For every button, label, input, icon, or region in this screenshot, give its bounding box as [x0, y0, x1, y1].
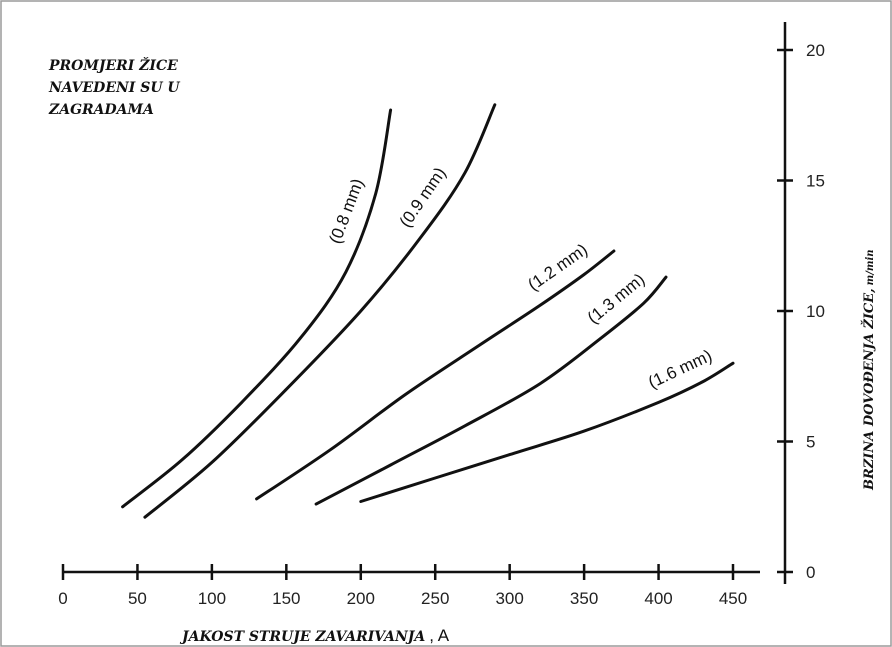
- y-tick-label: 5: [806, 433, 815, 452]
- x-tick-label: 350: [570, 589, 598, 608]
- svg-text:BRZINA DOVOĐENJA ŽICE,m/min: BRZINA DOVOĐENJA ŽICE, m/min: [861, 249, 877, 491]
- y-axis-title-unit: m/min: [865, 249, 876, 285]
- x-tick-label: 200: [347, 589, 375, 608]
- annotation-line-3: ZAGRADAMA: [48, 102, 154, 118]
- y-tick-label: 20: [806, 41, 825, 60]
- x-tick-label: 250: [421, 589, 449, 608]
- x-tick-label: 150: [272, 589, 300, 608]
- x-tick-label: 300: [495, 589, 523, 608]
- x-tick-label: 400: [644, 589, 672, 608]
- y-axis-title-text: BRZINA DOVOĐENJA ŽICE,: [861, 288, 877, 491]
- series-line: [359, 361, 735, 503]
- y-tick-label: 15: [806, 172, 825, 191]
- annotation-line-2: NAVEDENI SU U: [48, 80, 180, 96]
- x-axis-title: JAKOST STRUJE ZAVARIVANJA, A: [179, 626, 450, 645]
- series-line: [121, 108, 393, 509]
- x-axis-title-unit: , A: [429, 626, 450, 645]
- series-line: [143, 103, 497, 519]
- x-axis-title-text: JAKOST STRUJE ZAVARIVANJA: [179, 629, 425, 645]
- annotation-line-1: PROMJERI ŽICE: [48, 56, 178, 74]
- x-tick-label: 100: [198, 589, 226, 608]
- x-tick-label: 450: [719, 589, 747, 608]
- x-tick-label: 0: [58, 589, 67, 608]
- y-axis: 0 5 10 15 20: [777, 22, 825, 584]
- y-tick-label: 0: [806, 563, 815, 582]
- x-tick-label: 50: [128, 589, 147, 608]
- series-line: [314, 275, 668, 506]
- annotation-note: PROMJERI ŽICE NAVEDENI SU U ZAGRADAMA: [48, 56, 180, 118]
- y-axis-title: BRZINA DOVOĐENJA ŽICE, m/min: [861, 249, 877, 491]
- y-tick-label: 10: [806, 302, 825, 321]
- series-line: [255, 249, 616, 501]
- x-axis: 0 50 100 150 200 250 300 350 400 450: [58, 564, 760, 608]
